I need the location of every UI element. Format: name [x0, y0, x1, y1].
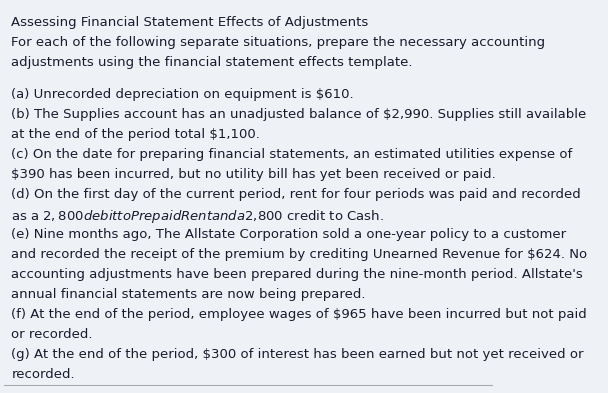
Text: (a) Unrecorded depreciation on equipment is $610.: (a) Unrecorded depreciation on equipment…: [12, 88, 354, 101]
Text: (c) On the date for preparing financial statements, an estimated utilities expen: (c) On the date for preparing financial …: [12, 148, 573, 161]
Text: (b) The Supplies account has an unadjusted balance of $2,990. Supplies still ava: (b) The Supplies account has an unadjust…: [12, 108, 587, 121]
Text: Assessing Financial Statement Effects of Adjustments: Assessing Financial Statement Effects of…: [12, 16, 368, 29]
Text: For each of the following separate situations, prepare the necessary accounting: For each of the following separate situa…: [12, 36, 545, 49]
Text: $390 has been incurred, but no utility bill has yet been received or paid.: $390 has been incurred, but no utility b…: [12, 168, 496, 181]
Text: at the end of the period total $1,100.: at the end of the period total $1,100.: [12, 128, 260, 141]
Text: (d) On the first day of the current period, rent for four periods was paid and r: (d) On the first day of the current peri…: [12, 188, 581, 201]
Text: (e) Nine months ago, The Allstate Corporation sold a one-year policy to a custom: (e) Nine months ago, The Allstate Corpor…: [12, 228, 567, 241]
Text: and recorded the receipt of the premium by crediting Unearned Revenue for $624. : and recorded the receipt of the premium …: [12, 248, 587, 261]
Text: as a $2,800 debit to Prepaid Rent and a $2,800 credit to Cash.: as a $2,800 debit to Prepaid Rent and a …: [12, 208, 384, 225]
Text: accounting adjustments have been prepared during the nine-month period. Allstate: accounting adjustments have been prepare…: [12, 268, 583, 281]
Text: (g) At the end of the period, $300 of interest has been earned but not yet recei: (g) At the end of the period, $300 of in…: [12, 348, 584, 361]
Text: adjustments using the financial statement effects template.: adjustments using the financial statemen…: [12, 56, 413, 69]
Text: or recorded.: or recorded.: [12, 328, 93, 341]
Text: recorded.: recorded.: [12, 368, 75, 381]
Text: annual financial statements are now being prepared.: annual financial statements are now bein…: [12, 288, 366, 301]
Text: (f) At the end of the period, employee wages of $965 have been incurred but not : (f) At the end of the period, employee w…: [12, 308, 587, 321]
